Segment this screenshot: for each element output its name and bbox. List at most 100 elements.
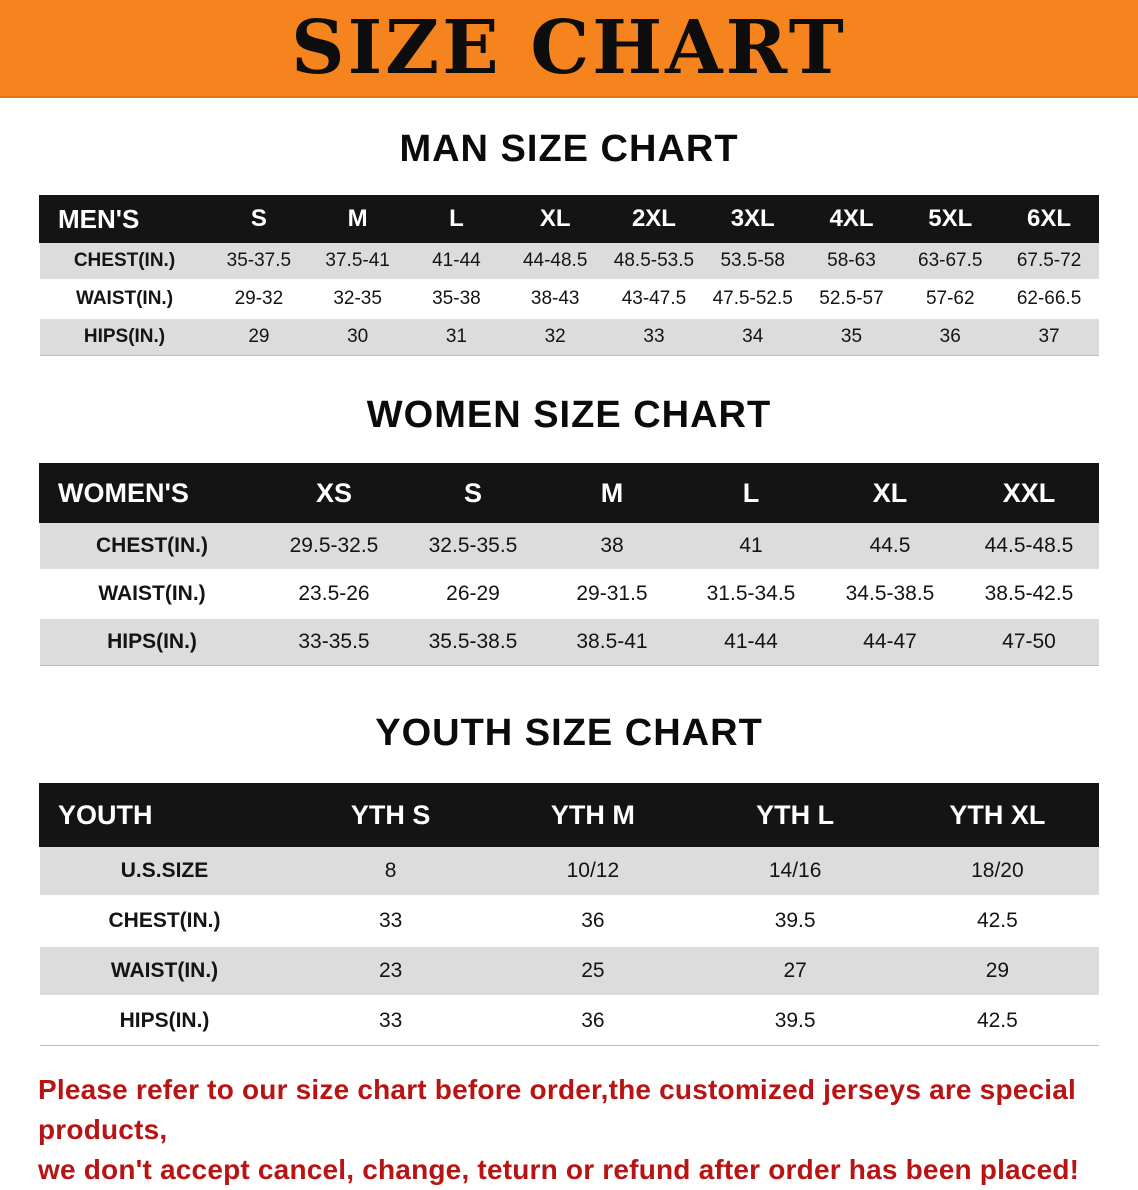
value-cell: 38.5-41 [542, 618, 682, 666]
value-cell: 35.5-38.5 [403, 618, 543, 666]
size-header-cell: L [681, 463, 821, 523]
row-label-cell: WAIST(IN.) [39, 280, 210, 319]
value-cell: 52.5-57 [802, 280, 901, 319]
table-row: WAIST(IN.) 29-32 32-35 35-38 38-43 43-47.5 47.… [39, 280, 1099, 319]
header-row: YOUTH YTH S YTH M YTH L YTH XL [39, 783, 1100, 847]
size-header-cell: 5XL [900, 195, 1001, 243]
size-header-cell: XL [820, 463, 960, 523]
value-cell: 10/12 [491, 846, 694, 897]
table-row: CHEST(IN.) 29.5-32.5 32.5-35.5 38 41 44.5 44.5… [39, 522, 1099, 571]
value-cell: 8 [289, 846, 492, 897]
size-header-cell: 6XL [999, 195, 1099, 243]
value-cell: 39.5 [694, 996, 897, 1046]
value-cell: 29-31.5 [542, 570, 682, 619]
table-row: HIPS(IN.) 29 30 31 32 33 34 35 36 37 [39, 318, 1099, 356]
value-cell: 38-43 [505, 280, 605, 319]
value-cell: 36 [491, 896, 694, 947]
value-cell: 41-44 [681, 618, 821, 666]
size-header-cell: XL [505, 195, 606, 243]
size-header-cell: XXL [959, 463, 1099, 523]
size-header-cell: M [542, 463, 682, 523]
disclaimer-line-1: Please refer to our size chart before or… [38, 1074, 1077, 1145]
youth-size-chart-section: YOUTH SIZE CHART YOUTH YTH S YTH M YTH L YTH… [0, 712, 1138, 1046]
value-cell: 62-66.5 [999, 280, 1099, 319]
value-cell: 44.5-48.5 [959, 522, 1099, 571]
value-cell: 36 [900, 318, 1000, 356]
row-label-cell: CHEST(IN.) [39, 896, 290, 947]
value-cell: 18/20 [896, 846, 1099, 897]
value-cell: 31.5-34.5 [681, 570, 821, 619]
value-cell: 47.5-52.5 [703, 280, 803, 319]
size-header-cell: 4XL [801, 195, 902, 243]
size-header-cell: M [307, 195, 408, 243]
value-cell: 29-32 [209, 280, 309, 319]
youth-size-chart-heading: YOUTH SIZE CHART [375, 712, 763, 754]
value-cell: 14/16 [694, 846, 897, 897]
value-cell: 27 [694, 946, 897, 997]
row-label-cell: U.S.SIZE [39, 846, 290, 897]
value-cell: 36 [491, 996, 694, 1046]
value-cell: 58-63 [802, 242, 901, 281]
size-header-cell: YTH S [288, 783, 493, 847]
value-cell: 32.5-35.5 [403, 522, 543, 571]
row-label-cell: HIPS(IN.) [39, 996, 290, 1046]
value-cell: 32 [505, 318, 605, 356]
header-row: WOMEN'S XS S M L XL XXL [39, 463, 1099, 523]
banner-title: SIZE CHART [291, 5, 847, 91]
size-header-cell: L [406, 195, 507, 243]
size-header-cell: S [209, 195, 309, 243]
value-cell: 37 [999, 318, 1099, 356]
value-cell: 41-44 [407, 242, 506, 281]
value-cell: 41 [681, 522, 821, 571]
value-cell: 30 [308, 318, 408, 356]
value-cell: 38.5-42.5 [959, 570, 1099, 619]
table-title-cell: WOMEN'S [39, 463, 265, 523]
value-cell: 53.5-58 [703, 242, 803, 281]
size-header-cell: XS [264, 463, 404, 523]
row-label-cell: HIPS(IN.) [39, 318, 210, 356]
value-cell: 29 [209, 318, 309, 356]
value-cell: 38 [542, 522, 682, 571]
man-size-chart-section: MAN SIZE CHART MEN'S S M L XL 2XL 3XL 4XL 5XL 6XL… [0, 128, 1138, 356]
value-cell: 39.5 [694, 896, 897, 947]
size-header-cell: YTH L [693, 783, 897, 847]
man-size-chart-heading: MAN SIZE CHART [399, 128, 739, 170]
value-cell: 35-38 [407, 280, 506, 319]
value-cell: 34 [703, 318, 803, 356]
size-header-cell: S [403, 463, 543, 523]
disclaimer-line-2: we don't accept cancel, change, teturn o… [38, 1154, 1080, 1185]
value-cell: 42.5 [896, 896, 1099, 947]
table-row: CHEST(IN.) 33 36 39.5 42.5 [39, 896, 1099, 947]
table-title-cell: YOUTH [39, 783, 290, 847]
table-row: CHEST(IN.) 35-37.5 37.5-41 41-44 44-48.5 48.5… [39, 242, 1099, 281]
value-cell: 67.5-72 [999, 242, 1099, 281]
size-header-cell: YTH M [491, 783, 695, 847]
value-cell: 33-35.5 [264, 618, 404, 666]
row-label-cell: WAIST(IN.) [39, 570, 265, 619]
value-cell: 42.5 [896, 996, 1099, 1046]
value-cell: 23.5-26 [264, 570, 404, 619]
header-row: MEN'S S M L XL 2XL 3XL 4XL 5XL 6XL [39, 195, 1099, 243]
value-cell: 29 [896, 946, 1099, 997]
value-cell: 33 [289, 996, 492, 1046]
size-chart-banner: SIZE CHART [0, 0, 1138, 98]
table-row: WAIST(IN.) 23.5-26 26-29 29-31.5 31.5-34.5 34… [39, 570, 1099, 619]
men-size-table: MEN'S S M L XL 2XL 3XL 4XL 5XL 6XL CHEST(IN.) 35-37… [39, 195, 1099, 356]
table-row: HIPS(IN.) 33 36 39.5 42.5 [39, 996, 1099, 1046]
value-cell: 44.5 [820, 522, 960, 571]
value-cell: 63-67.5 [900, 242, 1000, 281]
size-header-cell: 3XL [702, 195, 803, 243]
table-row: WAIST(IN.) 23 25 27 29 [39, 946, 1099, 997]
women-size-chart-section: WOMEN SIZE CHART WOMEN'S XS S M L XL XXL CHEST(… [0, 394, 1138, 666]
value-cell: 23 [289, 946, 492, 997]
value-cell: 44-48.5 [505, 242, 605, 281]
table-row: U.S.SIZE 8 10/12 14/16 18/20 [39, 846, 1099, 897]
table-row: HIPS(IN.) 33-35.5 35.5-38.5 38.5-41 41-44 44-… [39, 618, 1099, 666]
value-cell: 35-37.5 [209, 242, 309, 281]
value-cell: 33 [289, 896, 492, 947]
youth-size-table: YOUTH YTH S YTH M YTH L YTH XL U.S.SIZE 8 10/12… [39, 783, 1100, 1046]
row-label-cell: HIPS(IN.) [39, 618, 265, 666]
value-cell: 44-47 [820, 618, 960, 666]
value-cell: 48.5-53.5 [604, 242, 704, 281]
